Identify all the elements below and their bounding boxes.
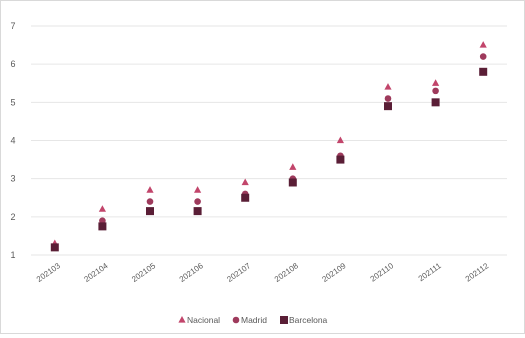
point-nacional-202111	[432, 79, 440, 86]
point-nacional-202105	[146, 186, 154, 193]
point-nacional-202109	[336, 136, 344, 144]
gridlines	[31, 25, 507, 256]
point-barcelona-202108	[288, 178, 297, 187]
point-nacional-202108	[289, 163, 297, 170]
y-tick-label: 1	[10, 250, 15, 260]
x-tick-label: 202111	[417, 261, 444, 283]
point-madrid-202105	[146, 198, 154, 205]
y-tick-label: 3	[10, 174, 15, 184]
point-barcelona-202109	[336, 155, 345, 164]
point-barcelona-202110	[384, 102, 392, 111]
legend-marker-nacional	[178, 316, 186, 323]
point-madrid-202112	[479, 53, 487, 60]
x-tick-label: 202104	[83, 261, 110, 284]
y-tick-label: 5	[10, 97, 15, 107]
point-nacional-202112	[479, 41, 487, 48]
legend-label-barcelona: Barcelona	[289, 315, 328, 325]
legend-marker-madrid	[232, 316, 240, 324]
legend-label-madrid: Madrid	[241, 315, 267, 325]
legend-label-nacional: Nacional	[187, 315, 220, 325]
x-tick-label: 202108	[273, 261, 300, 284]
x-tick-label: 202110	[369, 261, 396, 284]
y-tick-label: 4	[10, 136, 15, 146]
point-madrid-202106	[194, 198, 201, 205]
point-nacional-202106	[194, 186, 202, 193]
x-axis-ticks: 202103 202104 202105 202106 202107 202108 2021…	[35, 261, 491, 284]
point-nacional-202107	[241, 178, 249, 186]
y-tick-label: 2	[10, 212, 15, 222]
x-tick-label: 202107	[225, 261, 252, 284]
y-axis-ticks: 1 2 3 4 5 6 7	[10, 21, 15, 260]
point-barcelona-202107	[241, 193, 250, 202]
point-madrid-202104	[99, 217, 106, 224]
legend-marker-barcelona	[280, 316, 288, 324]
point-barcelona-202112	[479, 67, 488, 76]
x-tick-label: 202103	[35, 261, 62, 284]
x-tick-label: 202112	[464, 261, 491, 284]
point-madrid-202110	[384, 95, 392, 102]
data-points	[50, 41, 488, 252]
y-tick-label: 6	[10, 59, 15, 69]
y-tick-label: 7	[10, 21, 15, 31]
x-tick-label: 202106	[178, 261, 205, 284]
point-barcelona-202111	[431, 98, 440, 107]
x-tick-label: 202105	[130, 261, 157, 284]
point-barcelona-202104	[98, 222, 107, 231]
legend: Nacional Madrid Barcelona	[178, 315, 328, 325]
x-tick-label: 202109	[321, 261, 348, 284]
point-nacional-202104	[98, 205, 106, 212]
point-madrid-202111	[432, 87, 439, 95]
point-barcelona-202103	[50, 243, 59, 252]
point-nacional-202110	[384, 83, 392, 90]
point-barcelona-202106	[193, 207, 202, 216]
point-barcelona-202105	[146, 207, 154, 216]
